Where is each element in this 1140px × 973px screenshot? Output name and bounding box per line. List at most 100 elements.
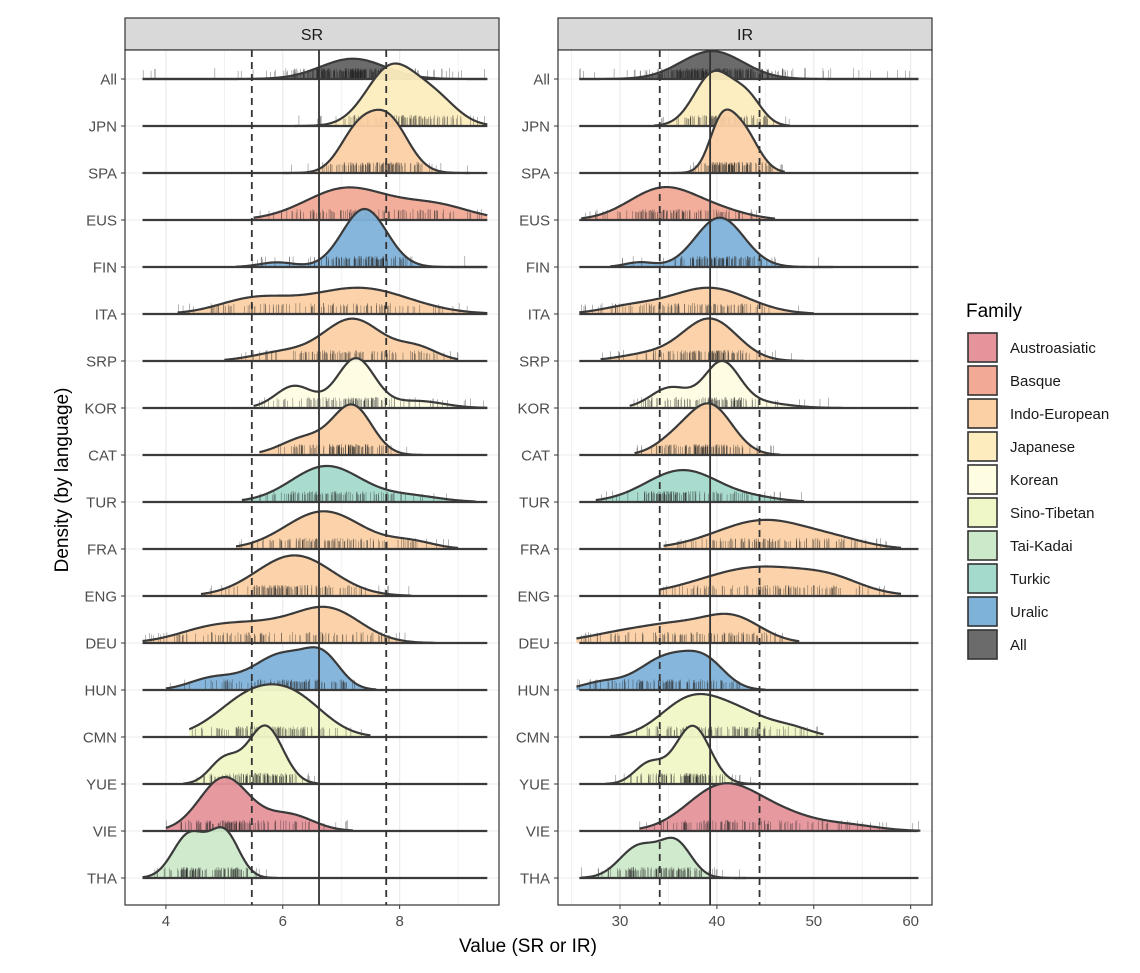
- density-outline: [188, 683, 371, 737]
- ridge-yue: [579, 724, 919, 786]
- density-outline: [658, 565, 902, 595]
- legend-label: Austroasiatic: [1010, 340, 1096, 357]
- y-tick-label: THA: [520, 871, 550, 888]
- ridge-hun: [142, 646, 488, 692]
- y-tick-label: FIN: [526, 260, 550, 277]
- ridge-tur: [142, 464, 488, 504]
- ridge-fra: [579, 518, 919, 551]
- y-tick-label: All: [100, 72, 117, 89]
- density-outline: [653, 69, 790, 127]
- legend-label: All: [1010, 637, 1027, 654]
- legend-swatch: [967, 596, 998, 627]
- density-outline: [241, 464, 476, 503]
- legend-label: Indo-European: [1010, 406, 1109, 423]
- density-fill: [142, 827, 277, 878]
- density-outline: [629, 359, 843, 410]
- density-outline: [610, 692, 824, 738]
- ridge-deu: [142, 605, 488, 645]
- density-outline: [576, 612, 800, 643]
- y-tick-label: FIN: [93, 260, 117, 277]
- y-tick-label: All: [533, 72, 550, 89]
- y-tick-label: EUS: [519, 213, 550, 230]
- legend-item: Japanese: [966, 430, 1075, 463]
- density-outline: [663, 518, 902, 549]
- density-fill: [576, 650, 766, 690]
- ridge-ita: [142, 286, 488, 316]
- density-outline: [634, 402, 781, 456]
- legend-swatch: [967, 464, 998, 495]
- legend-item: Tai-Kadai: [966, 529, 1073, 562]
- y-tick-label: SPA: [88, 166, 117, 183]
- y-tick-label: ENG: [84, 589, 117, 606]
- legend-swatch: [967, 398, 998, 429]
- ridge-jpn: [142, 62, 488, 128]
- y-tick-label: THA: [87, 871, 117, 888]
- density-fill: [581, 837, 746, 878]
- legend-swatch: [967, 563, 998, 594]
- density-outline: [595, 468, 805, 503]
- ridge-cat: [579, 402, 919, 457]
- y-tick-label: CAT: [88, 448, 117, 465]
- ridge-cmn: [142, 683, 488, 739]
- density-outline: [165, 646, 377, 691]
- y-tick-label: CMN: [83, 730, 117, 747]
- y-tick-label: ITA: [95, 307, 117, 324]
- legend-label: Sino-Tibetan: [1010, 505, 1095, 522]
- y-tick-label: CMN: [516, 730, 550, 747]
- ridge-spa: [142, 108, 488, 175]
- density-fill: [579, 287, 814, 314]
- legend-label: Tai-Kadai: [1010, 538, 1073, 555]
- y-tick-label: FRA: [87, 542, 117, 559]
- density-fill: [200, 555, 412, 596]
- panel-border: [557, 49, 933, 906]
- density-fill: [653, 70, 790, 126]
- density-outline: [183, 724, 319, 785]
- density-fill: [142, 606, 435, 643]
- y-tick-label: VIE: [93, 824, 117, 841]
- legend-item: Basque: [966, 364, 1061, 397]
- x-tick-label: 6: [279, 913, 287, 930]
- legend-label: Korean: [1010, 472, 1058, 489]
- density-fill: [165, 647, 377, 690]
- y-tick-label: ENG: [517, 589, 550, 606]
- legend-item: Uralic: [966, 595, 1049, 628]
- legend-item: Indo-European: [966, 397, 1109, 430]
- y-tick-label: DEU: [85, 636, 117, 653]
- x-tick-label: 60: [902, 913, 919, 930]
- y-tick-label: SPA: [521, 166, 550, 183]
- ridge-fin: [142, 207, 488, 269]
- density-fill: [610, 217, 834, 267]
- ridge-deu: [576, 612, 919, 645]
- density-fill: [236, 511, 459, 549]
- y-tick-label: TUR: [86, 495, 117, 512]
- density-fill: [189, 684, 371, 737]
- x-tick-label: 8: [395, 913, 403, 930]
- density-outline: [165, 776, 353, 832]
- y-tick-label: KOR: [517, 401, 550, 418]
- density-outline: [200, 554, 412, 597]
- legend-item: Austroasiatic: [966, 331, 1096, 364]
- legend-label: Uralic: [1010, 604, 1049, 621]
- legend-title: Family: [966, 301, 1022, 322]
- legend-swatch: [967, 530, 998, 561]
- y-tick-label: YUE: [519, 777, 550, 794]
- x-tick-label: 50: [805, 913, 822, 930]
- x-tick-label: 4: [162, 913, 170, 930]
- ridge-srp: [579, 317, 919, 363]
- ridge-tur: [579, 468, 919, 504]
- y-tick-label: SRP: [519, 354, 550, 371]
- density-outline: [672, 108, 786, 175]
- legend-item: Sino-Tibetan: [966, 496, 1095, 529]
- ridge-hun: [576, 649, 919, 692]
- x-tick-label: 40: [709, 913, 726, 930]
- ridge-ita: [579, 286, 919, 316]
- legend-swatch: [967, 629, 998, 660]
- density-fill: [236, 209, 488, 267]
- legend-swatch: [967, 431, 998, 462]
- ridge-kor: [142, 357, 488, 410]
- ridge-tha: [579, 836, 919, 880]
- panels-layer: SR All JPN SPA EUS FIN ITA SRP KOR CAT TUR FRA ENG DE…: [83, 17, 933, 930]
- y-tick-label: JPN: [89, 119, 117, 136]
